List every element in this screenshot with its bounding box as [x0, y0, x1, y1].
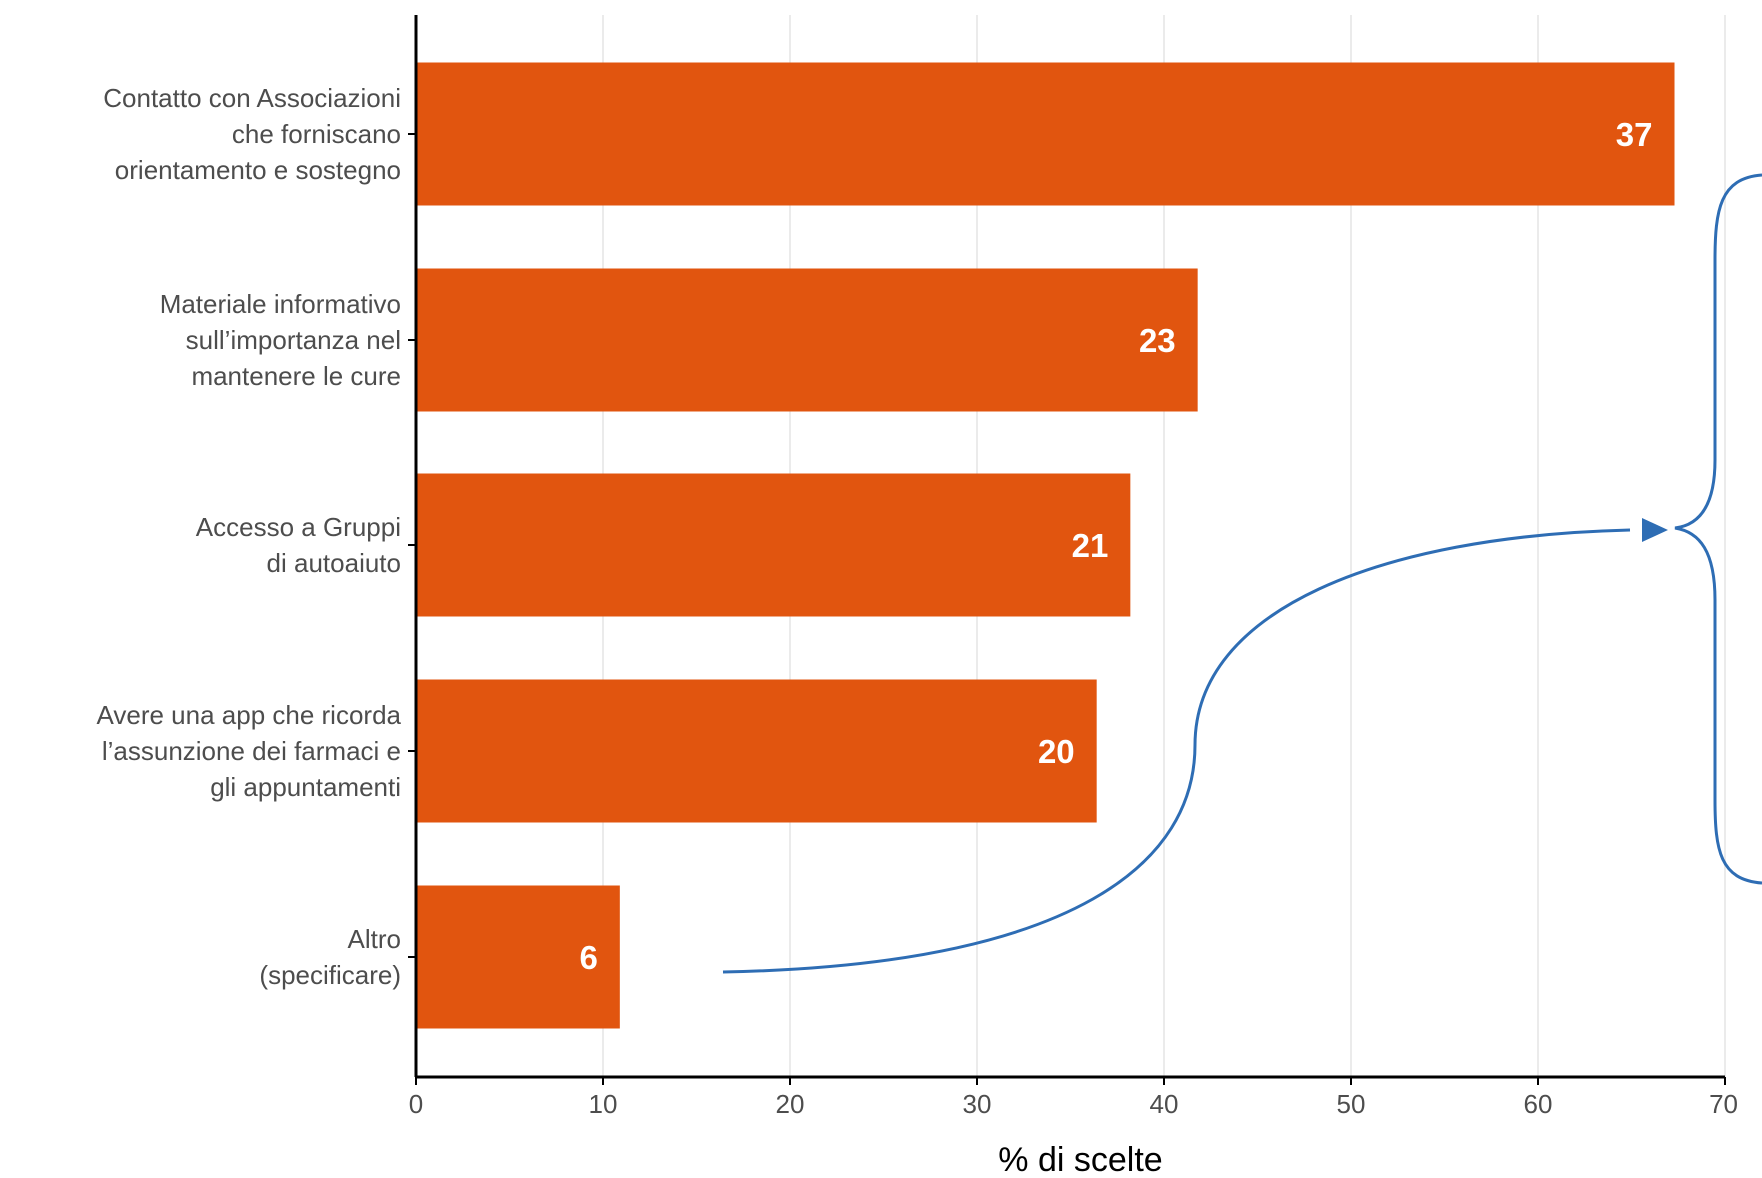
value-label-0: 37 — [1616, 116, 1653, 153]
value-label-1: 23 — [1139, 322, 1176, 359]
value-label-3: 20 — [1038, 733, 1075, 770]
category-label-1: Materiale informativo sull’importanza nel… — [160, 289, 401, 391]
bar-1 — [416, 268, 1198, 412]
category-label-4: Altro (specificare) — [259, 924, 401, 990]
x-tick-label-40: 40 — [1150, 1089, 1179, 1119]
x-tick-label-70: 70 — [1709, 1089, 1738, 1119]
bars — [416, 62, 1675, 1029]
x-tick-label-20: 20 — [776, 1089, 805, 1119]
category-label-0: Contatto con Associazioni che forniscano o… — [103, 83, 401, 185]
value-label-2: 21 — [1072, 527, 1109, 564]
curved-arrow-annotation — [722, 528, 1631, 974]
x-axis-title: % di scelte — [998, 1141, 1162, 1178]
x-ticks: 0 10 20 30 40 50 60 70 — [409, 1077, 1738, 1119]
value-labels: 37 23 21 20 6 — [579, 116, 1652, 976]
arrow-head-icon — [1642, 518, 1668, 542]
x-tick-label-30: 30 — [963, 1089, 992, 1119]
category-label-2: Accesso a Gruppi di autoaiuto — [196, 512, 401, 578]
x-tick-label-10: 10 — [589, 1089, 618, 1119]
x-tick-label-60: 60 — [1524, 1089, 1553, 1119]
value-label-4: 6 — [579, 939, 597, 976]
bar-3 — [416, 679, 1097, 823]
curly-brace-annotation — [1674, 173, 1762, 885]
annotations — [722, 173, 1762, 974]
category-labels: Contatto con Associazioni che forniscano o… — [97, 83, 416, 990]
category-label-3: Avere una app che ricorda l’assunzione de… — [97, 700, 402, 802]
bar-4 — [416, 885, 620, 1029]
x-tick-label-0: 0 — [409, 1089, 423, 1119]
bar-2 — [416, 473, 1131, 617]
bar-0 — [416, 62, 1675, 206]
x-tick-label-50: 50 — [1337, 1089, 1366, 1119]
